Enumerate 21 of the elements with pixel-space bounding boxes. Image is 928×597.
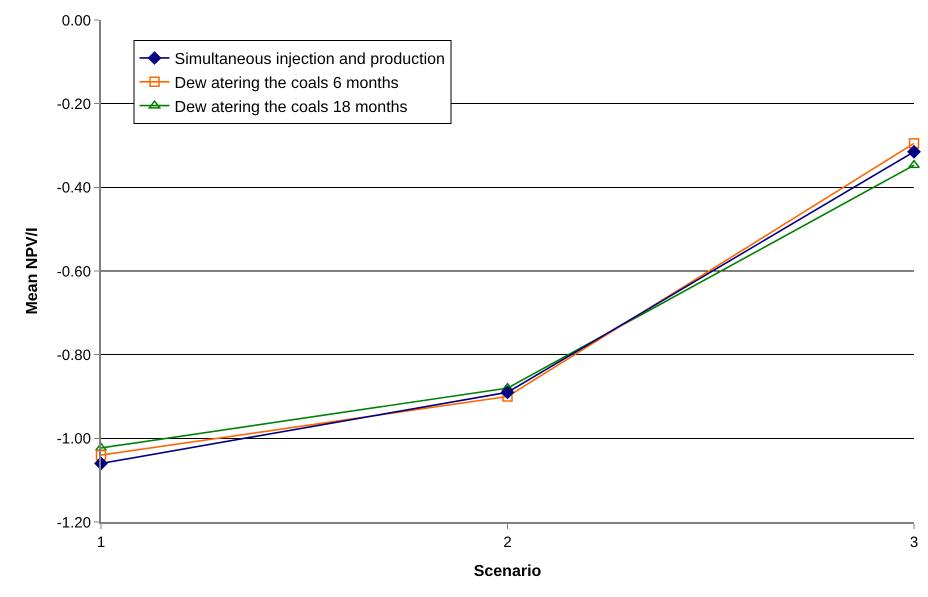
y-tick-label: -0.80: [56, 346, 91, 364]
point: [907, 145, 921, 158]
y-tick-label: -1.00: [56, 430, 91, 448]
point: [95, 442, 107, 451]
y-tick-label: 0.00: [62, 12, 91, 30]
x-axis-title: Scenario: [474, 563, 542, 580]
point: [96, 450, 106, 460]
x-tick-label: 1: [96, 534, 106, 551]
y-axis-title: Mean NPV/I: [24, 227, 42, 315]
legend-label: Dew atering the coals 18 months: [174, 98, 408, 116]
legend-label: Simultaneous injection and production: [174, 51, 445, 68]
legend-label: Dew atering the coals 6 months: [174, 75, 399, 92]
y-tick-label: -1.20: [56, 514, 91, 532]
point: [908, 138, 920, 149]
point: [500, 386, 514, 399]
y-tick-label: -0.40: [56, 180, 91, 197]
x-tick-label: 3: [910, 534, 918, 551]
y-tick-label: -0.60: [56, 263, 91, 280]
x-tick-label: 2: [503, 534, 512, 551]
point: [908, 160, 920, 168]
y-tick-label: -0.20: [56, 96, 91, 113]
